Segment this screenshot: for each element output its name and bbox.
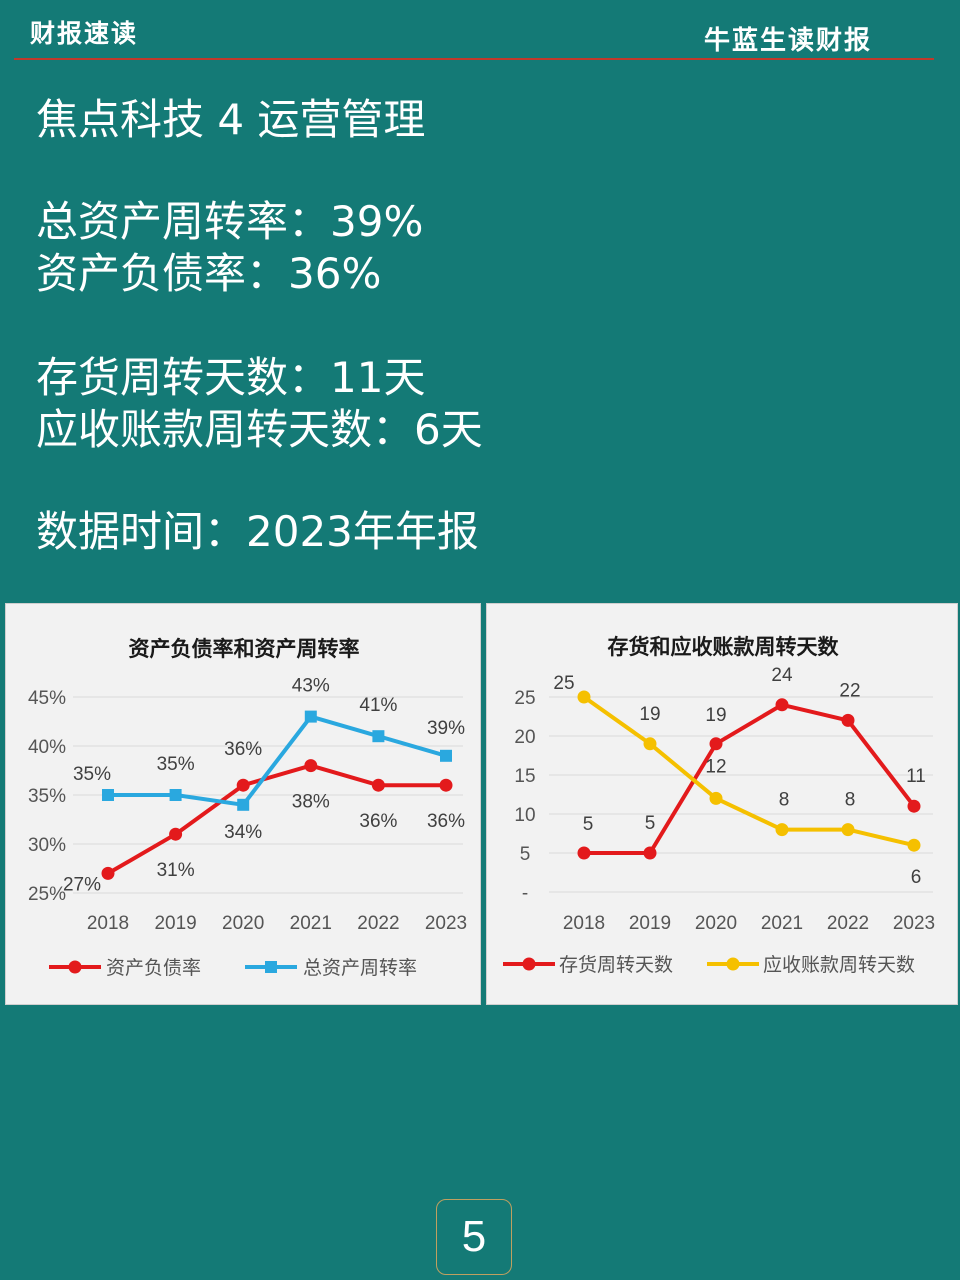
data-point <box>304 710 317 723</box>
data-label: 19 <box>639 704 660 725</box>
data-label: 34% <box>224 822 262 843</box>
legend-label: 总资产周转率 <box>303 957 417 979</box>
data-label: 8 <box>845 790 856 811</box>
stat-asset-turnover: 总资产周转率：39% <box>36 197 424 246</box>
y-tick-label: 35% <box>28 786 66 807</box>
data-label: 5 <box>583 814 594 835</box>
data-point <box>440 749 452 762</box>
data-label: 11 <box>906 766 926 787</box>
data-point <box>304 759 318 773</box>
data-point <box>643 846 657 860</box>
data-point <box>236 778 250 792</box>
chart-title: 资产负债率和资产周转率 <box>129 636 360 661</box>
chart-debt-and-turnover: 资产负债率和资产周转率 25% 30% 35% 40% 45% 2018 2019 2020 20… <box>5 603 481 1005</box>
data-label: 22 <box>839 680 860 701</box>
header-left-title: 财报速读 <box>30 19 139 48</box>
y-tick-label: 10 <box>514 805 535 826</box>
page-heading: 焦点科技 4 运营管理 <box>36 95 426 144</box>
data-point <box>709 737 723 751</box>
x-tick-label: 2021 <box>290 913 332 934</box>
stat-inventory-days: 存货周转天数：11天 <box>36 353 426 402</box>
x-tick-label: 2022 <box>357 913 399 934</box>
data-label: 12 <box>705 756 726 777</box>
data-point <box>577 846 591 860</box>
data-label: 36% <box>224 739 262 760</box>
stat-debt-ratio: 资产负债率：36% <box>36 249 382 298</box>
x-tick-label: 2023 <box>425 913 467 934</box>
legend-label: 资产负债率 <box>106 957 201 979</box>
data-label: 36% <box>359 811 397 832</box>
header-divider <box>14 58 934 60</box>
legend-label: 应收账款周转天数 <box>763 954 915 976</box>
x-tick-label: 2020 <box>695 913 737 934</box>
stat-receivable-days: 应收账款周转天数：6天 <box>36 405 483 454</box>
data-label: 43% <box>292 676 330 697</box>
data-point <box>709 791 723 805</box>
x-tick-label: 2022 <box>827 913 869 934</box>
data-label: 35% <box>157 754 195 775</box>
data-point <box>643 737 657 751</box>
data-label: 5 <box>645 813 656 834</box>
chart-svg: 资产负债率和资产周转率 25% 30% 35% 40% 45% 2018 2019 2020 20… <box>28 636 467 979</box>
data-point <box>102 789 114 801</box>
legend-label: 存货周转天数 <box>559 954 673 976</box>
chart-svg: 存货和应收账款周转天数 - 5 10 15 20 25 2018 2019 2020 2021 202… <box>503 634 935 976</box>
data-label: 24 <box>771 665 793 686</box>
x-tick-label: 2018 <box>87 913 129 934</box>
x-tick-label: 2019 <box>154 913 196 934</box>
data-point <box>775 823 789 837</box>
legend-marker <box>522 957 536 971</box>
data-label: 6 <box>911 867 922 888</box>
y-tick-label: 25% <box>28 884 66 905</box>
data-point <box>371 778 385 792</box>
page-number: 5 <box>436 1199 512 1275</box>
x-tick-label: 2023 <box>893 913 935 934</box>
data-label: 41% <box>359 695 397 716</box>
data-point <box>577 690 591 704</box>
data-label: 36% <box>427 811 465 832</box>
x-tick-label: 2021 <box>761 913 803 934</box>
data-point <box>907 799 921 813</box>
data-point <box>169 827 183 841</box>
data-label: 38% <box>292 792 330 813</box>
data-label: 31% <box>157 860 195 881</box>
y-tick-label: 20 <box>514 727 535 748</box>
data-point <box>439 778 453 792</box>
data-point <box>841 823 855 837</box>
legend-marker <box>68 960 82 974</box>
chart-turnover-days: 存货和应收账款周转天数 - 5 10 15 20 25 2018 2019 2020 2021 202… <box>486 603 958 1005</box>
data-label: 39% <box>427 718 465 739</box>
data-point <box>841 713 855 727</box>
y-tick-label: 45% <box>28 688 66 709</box>
data-point <box>237 798 250 811</box>
chart-title: 存货和应收账款周转天数 <box>608 634 840 659</box>
y-tick-label: 15 <box>514 766 535 787</box>
legend-marker <box>265 961 277 973</box>
series-line <box>108 714 447 807</box>
data-label: 35% <box>73 764 111 785</box>
stat-data-period: 数据时间：2023年年报 <box>36 507 479 556</box>
y-tick-label: 25 <box>514 688 535 709</box>
data-label: 19 <box>705 705 726 726</box>
y-tick-label: 30% <box>28 835 66 856</box>
x-tick-label: 2019 <box>629 913 671 934</box>
series-line <box>106 763 446 876</box>
x-tick-label: 2020 <box>222 913 264 934</box>
header-right-title: 牛蓝生读财报 <box>703 26 872 56</box>
data-point <box>907 838 921 852</box>
y-tick-label: 40% <box>28 737 66 758</box>
data-label: 25 <box>553 673 574 694</box>
data-point <box>775 698 789 712</box>
y-tick-label: - <box>522 883 528 904</box>
x-tick-label: 2018 <box>563 913 605 934</box>
data-point <box>169 789 182 801</box>
data-point <box>101 866 115 880</box>
y-tick-label: 5 <box>520 844 531 865</box>
data-label: 27% <box>63 874 101 895</box>
data-label: 8 <box>779 790 790 811</box>
series-line <box>582 695 915 848</box>
data-point <box>372 730 385 743</box>
legend-marker <box>726 957 740 971</box>
series-line <box>584 702 916 855</box>
